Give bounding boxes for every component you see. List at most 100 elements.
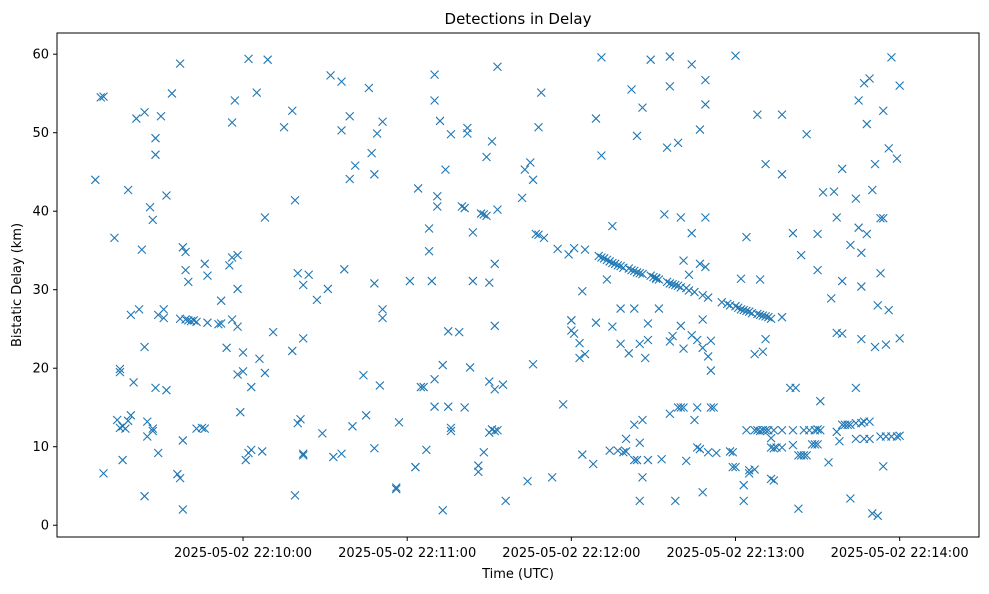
data-point	[632, 455, 642, 465]
data-point	[575, 353, 584, 363]
data-point	[183, 277, 193, 287]
data-point	[263, 55, 273, 65]
data-point	[602, 255, 612, 265]
data-point	[670, 496, 680, 506]
data-point	[742, 425, 751, 435]
data-point	[490, 321, 500, 331]
data-point	[856, 418, 866, 428]
data-point	[744, 307, 754, 317]
data-point	[534, 122, 543, 132]
data-point	[703, 293, 713, 302]
data-point	[569, 329, 579, 339]
data-point	[378, 313, 387, 323]
data-point	[701, 213, 710, 222]
data-point	[479, 209, 489, 219]
data-point	[876, 268, 885, 278]
data-point	[758, 347, 768, 357]
data-point	[873, 511, 883, 521]
data-point	[659, 209, 669, 219]
data-point	[200, 424, 210, 434]
data-point	[865, 74, 874, 83]
data-point	[810, 439, 820, 449]
data-point	[246, 445, 256, 455]
data-point	[446, 129, 456, 139]
data-point	[148, 424, 158, 434]
data-point	[739, 480, 749, 490]
data-point	[137, 245, 147, 255]
data-point	[178, 436, 188, 445]
data-point	[829, 187, 839, 196]
data-point	[638, 269, 647, 279]
data-point	[430, 70, 439, 79]
data-point	[758, 311, 768, 321]
data-point	[739, 496, 749, 506]
data-point	[162, 385, 171, 395]
data-point	[372, 129, 382, 138]
data-point	[646, 55, 656, 65]
data-point	[468, 276, 478, 286]
data-point	[493, 62, 502, 72]
data-point	[151, 150, 160, 160]
data-point	[233, 250, 242, 260]
data-point	[181, 265, 190, 275]
data-point	[684, 286, 694, 295]
data-point	[454, 327, 464, 337]
data-point	[813, 229, 822, 239]
data-point	[293, 268, 303, 278]
data-point	[131, 114, 141, 123]
data-point	[304, 270, 314, 280]
data-point	[361, 410, 371, 420]
data-point	[391, 483, 401, 492]
data-point	[151, 133, 160, 143]
data-point	[115, 364, 125, 374]
data-point	[148, 215, 158, 225]
data-point	[430, 374, 439, 384]
data-point	[892, 432, 902, 441]
data-point	[121, 424, 130, 434]
data-point	[651, 274, 661, 284]
data-point	[99, 92, 108, 101]
data-point	[575, 338, 584, 348]
data-point	[832, 427, 842, 437]
data-point	[895, 431, 905, 441]
data-point	[493, 205, 502, 215]
data-point	[416, 382, 426, 392]
data-point	[687, 60, 697, 69]
data-point	[826, 293, 836, 303]
data-point	[624, 348, 634, 358]
data-point	[523, 476, 532, 486]
data-point	[588, 459, 598, 469]
data-point	[238, 366, 248, 376]
data-point	[796, 250, 806, 260]
data-point	[441, 165, 450, 174]
data-point	[873, 301, 883, 310]
data-point	[394, 417, 404, 427]
data-point	[613, 446, 623, 456]
chart-title: Detections in Delay	[445, 10, 592, 28]
y-tick-label: 0	[41, 519, 49, 534]
data-point	[317, 428, 327, 438]
data-point	[591, 318, 601, 328]
data-point	[736, 274, 746, 284]
data-point	[536, 88, 546, 98]
data-point	[698, 487, 708, 497]
data-point	[96, 92, 106, 102]
data-point	[851, 383, 861, 393]
data-point	[421, 445, 431, 455]
data-point	[156, 111, 166, 121]
data-point	[777, 425, 787, 435]
data-point	[159, 313, 169, 323]
data-point	[257, 447, 267, 456]
data-point	[703, 352, 713, 361]
data-point	[676, 321, 686, 331]
data-point	[457, 202, 467, 211]
data-point	[597, 52, 606, 62]
data-point	[813, 265, 822, 275]
data-point	[446, 426, 456, 436]
data-point	[856, 248, 866, 258]
data-point	[769, 476, 779, 485]
data-point	[520, 165, 530, 174]
data-point	[140, 491, 149, 501]
